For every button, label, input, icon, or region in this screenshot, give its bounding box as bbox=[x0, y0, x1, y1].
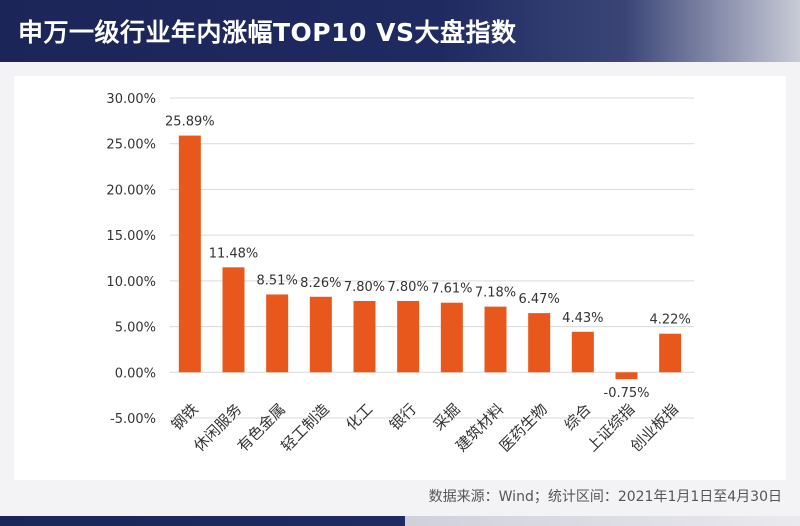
bar bbox=[178, 135, 201, 373]
bar bbox=[309, 296, 332, 373]
chart-card: 30.00% 25.00% 20.00% 15.00% 10.00% 5.00% 0.00%… bbox=[14, 76, 786, 480]
x-tick-label: 钢铁 bbox=[168, 400, 202, 434]
y-tick-label: 25.00% bbox=[106, 138, 156, 153]
y-tick-label: 15.00% bbox=[106, 229, 156, 244]
bar bbox=[571, 331, 594, 373]
header-bar: 申万一级行业年内涨幅TOP10 VS大盘指数 bbox=[0, 0, 800, 62]
data-label: 4.22% bbox=[650, 313, 691, 328]
y-tick-label: 30.00% bbox=[106, 92, 156, 107]
x-tick-label: 银行 bbox=[386, 400, 420, 434]
bar bbox=[484, 306, 507, 373]
bar bbox=[397, 300, 420, 373]
page-title: 申万一级行业年内涨幅TOP10 VS大盘指数 bbox=[18, 18, 517, 47]
x-tick-label: 创业板指 bbox=[627, 400, 682, 455]
y-tick-label: 20.00% bbox=[106, 183, 156, 198]
data-label: 25.89% bbox=[165, 115, 215, 130]
x-tick-label: 综合 bbox=[561, 400, 595, 434]
bar bbox=[222, 267, 245, 373]
x-tick-label: 化工 bbox=[342, 400, 376, 434]
footer-accent bbox=[405, 516, 800, 526]
bar bbox=[266, 294, 289, 373]
data-label: 7.61% bbox=[431, 282, 472, 297]
y-tick-label: -5.00% bbox=[110, 412, 156, 427]
data-label: 7.18% bbox=[475, 286, 516, 301]
bar-chart: 30.00% 25.00% 20.00% 15.00% 10.00% 5.00% 0.00%… bbox=[106, 92, 694, 455]
x-tick-label: 医药生物 bbox=[496, 400, 551, 455]
source-note: 数据来源：Wind；统计区间：2021年1月1日至4月30日 bbox=[428, 489, 782, 505]
data-label: 7.80% bbox=[344, 280, 385, 295]
data-label: 7.80% bbox=[388, 280, 429, 295]
bar bbox=[528, 313, 551, 373]
data-label: 4.43% bbox=[562, 311, 603, 326]
bar bbox=[353, 300, 376, 373]
y-tick-label: 10.00% bbox=[106, 275, 156, 290]
data-label: 8.51% bbox=[257, 273, 298, 288]
data-label: 11.48% bbox=[209, 246, 259, 261]
data-label: -0.75% bbox=[604, 386, 650, 401]
x-tick-label: 轻工制造 bbox=[277, 400, 332, 455]
bar bbox=[440, 302, 463, 373]
y-tick-label: 0.00% bbox=[115, 366, 156, 381]
x-tick-label: 采掘 bbox=[430, 400, 464, 434]
footer-bar bbox=[0, 516, 800, 526]
data-label: 8.26% bbox=[300, 276, 341, 291]
data-label: 6.47% bbox=[519, 292, 560, 307]
y-tick-label: 5.00% bbox=[115, 321, 156, 336]
bar bbox=[659, 333, 682, 373]
bar bbox=[615, 372, 638, 380]
